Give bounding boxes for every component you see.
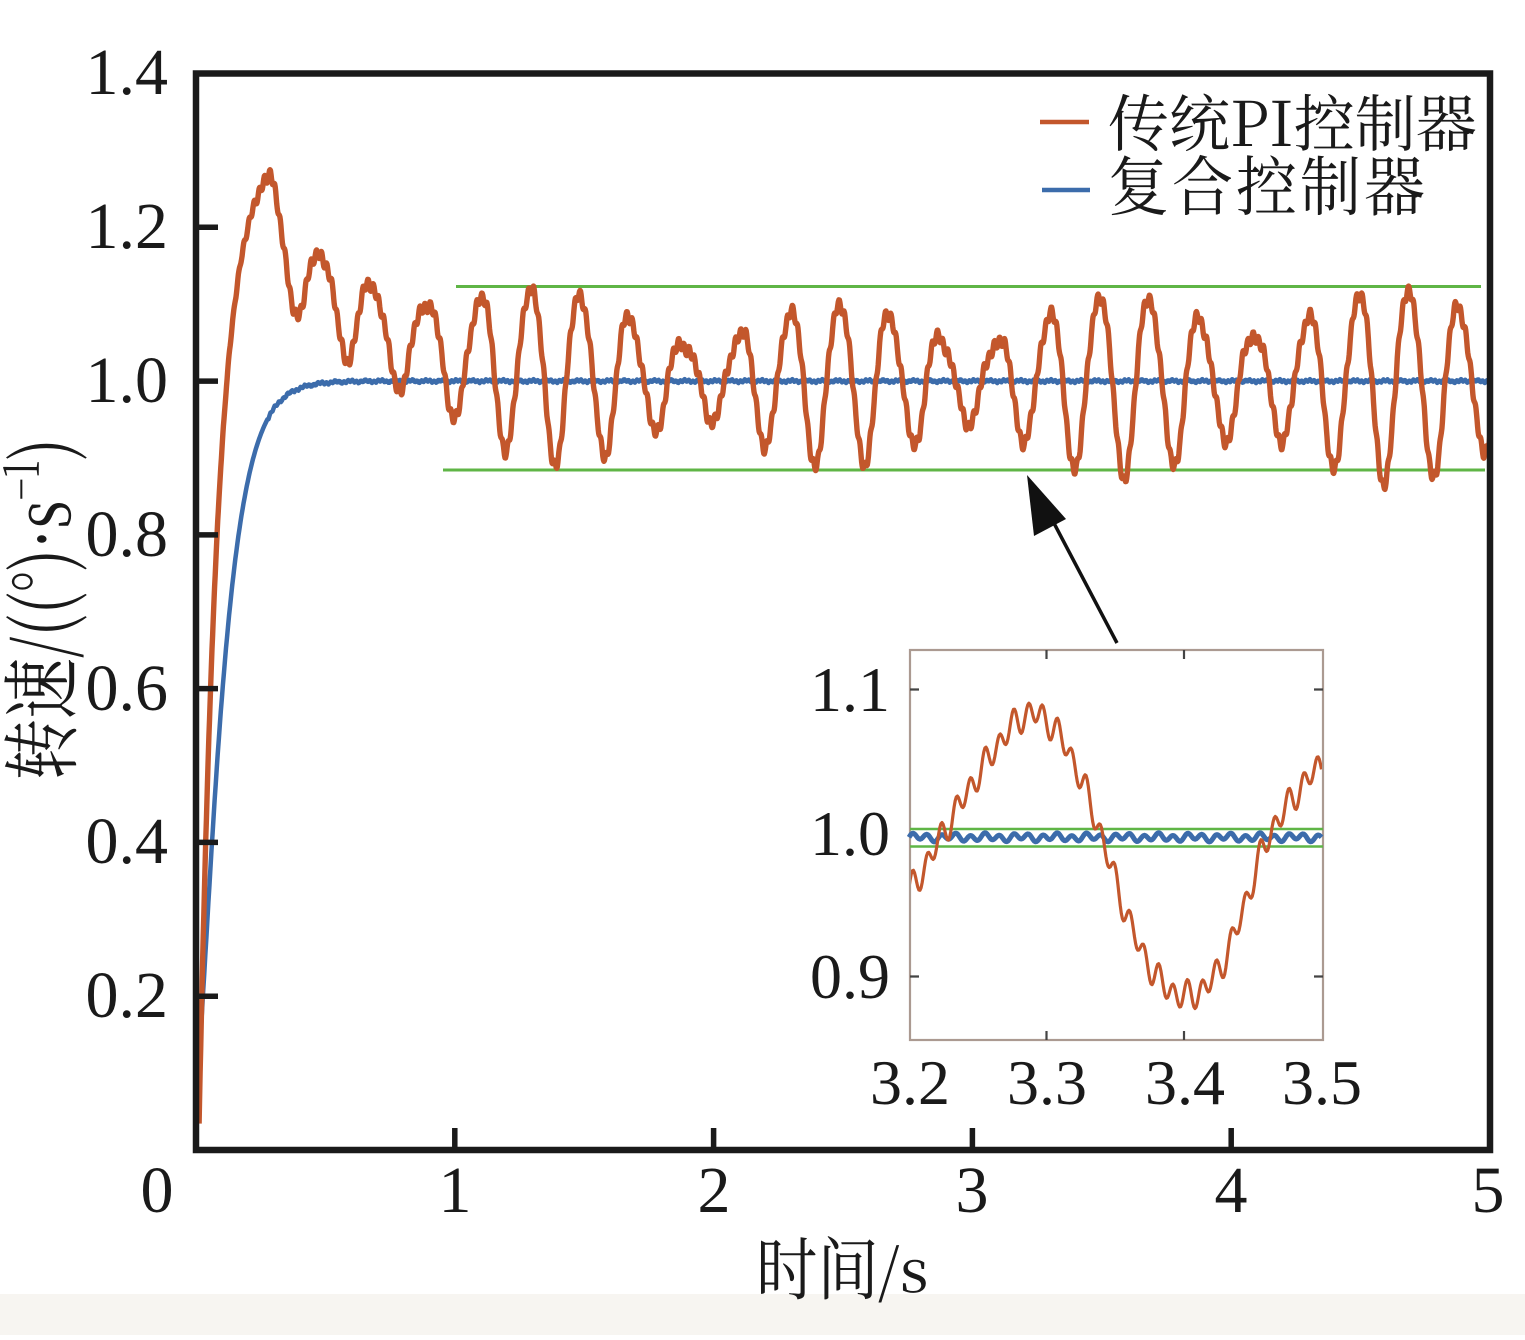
svg-text:1.2: 1.2 <box>86 190 169 263</box>
svg-text:0.8: 0.8 <box>86 498 169 571</box>
svg-text:1: 1 <box>439 1154 472 1227</box>
svg-text:0.2: 0.2 <box>86 959 169 1032</box>
svg-text:5: 5 <box>1472 1154 1505 1227</box>
svg-text:0.9: 0.9 <box>810 941 890 1012</box>
svg-text:0.4: 0.4 <box>86 805 169 878</box>
svg-text:4: 4 <box>1215 1154 1248 1227</box>
svg-text:3.4: 3.4 <box>1145 1047 1225 1118</box>
svg-text:3.5: 3.5 <box>1282 1047 1362 1118</box>
svg-text:1.0: 1.0 <box>810 798 890 869</box>
svg-text:1.0: 1.0 <box>86 344 169 417</box>
svg-text:2: 2 <box>698 1154 731 1227</box>
svg-text:1.4: 1.4 <box>86 36 169 109</box>
svg-text:1.1: 1.1 <box>810 654 890 725</box>
svg-text:3: 3 <box>956 1154 989 1227</box>
svg-text:0.6: 0.6 <box>86 652 169 725</box>
svg-text:0: 0 <box>141 1154 174 1227</box>
svg-text:3.3: 3.3 <box>1007 1047 1087 1118</box>
svg-text:3.2: 3.2 <box>870 1047 950 1118</box>
